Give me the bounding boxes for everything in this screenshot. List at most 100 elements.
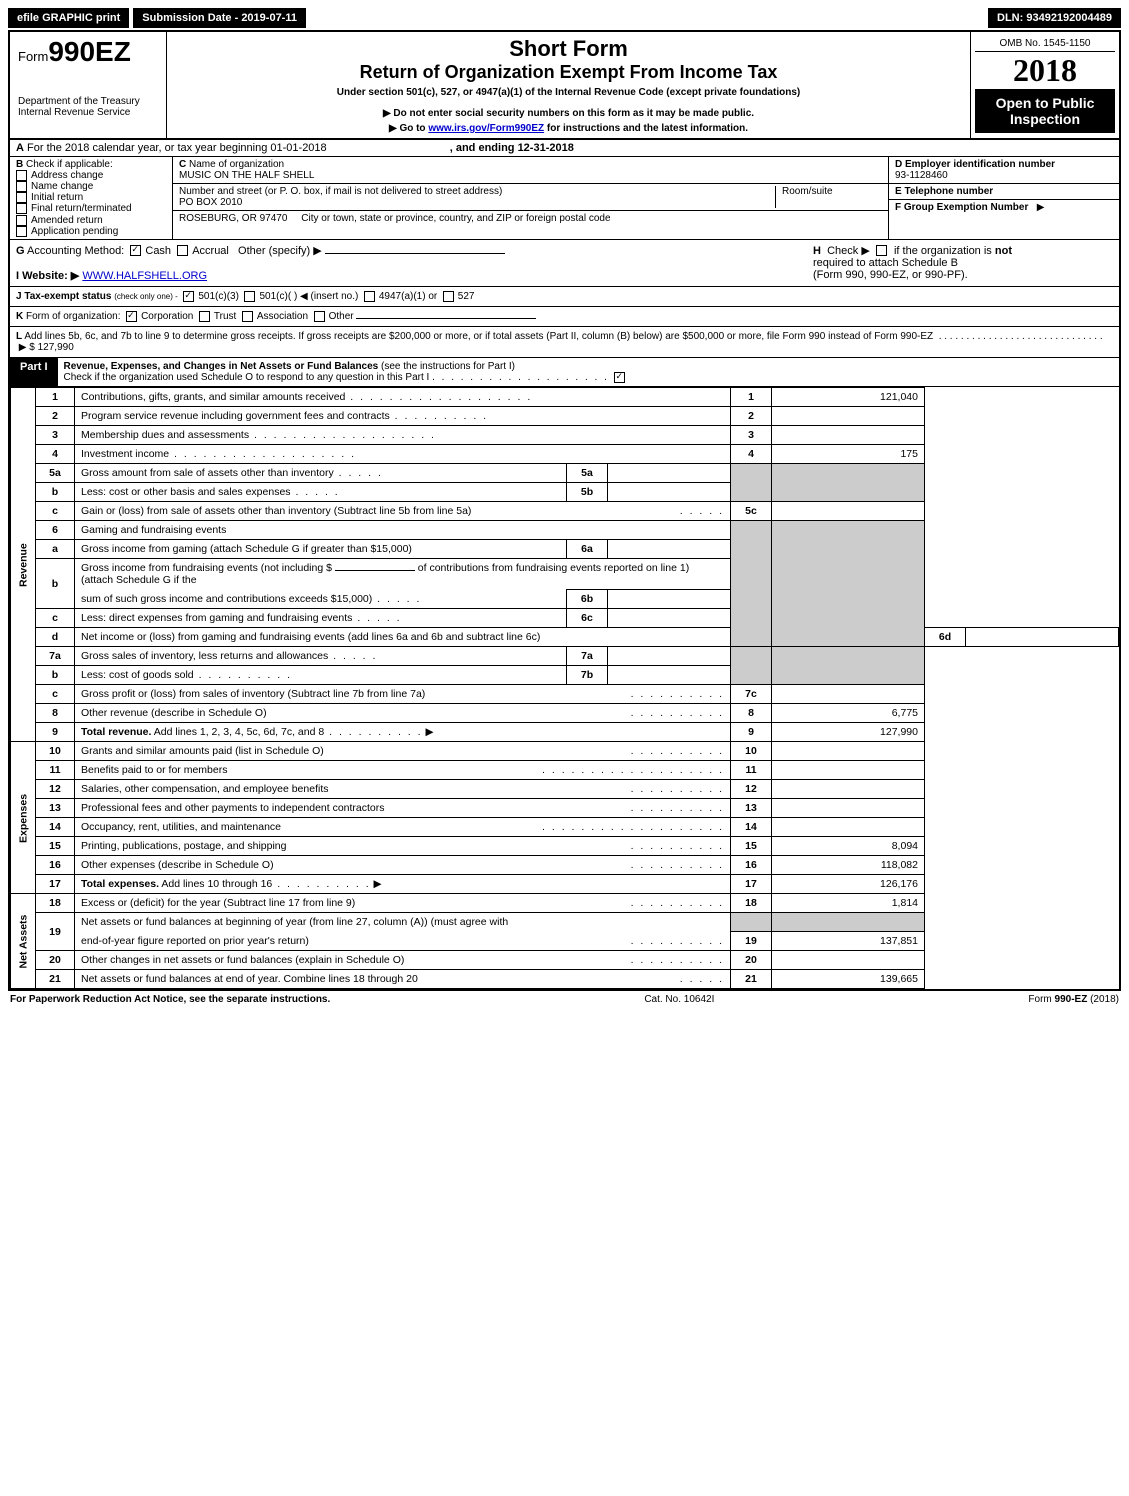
l5ab-shade	[731, 464, 772, 502]
check-corp[interactable]	[126, 311, 137, 322]
form-number: Form990EZ	[18, 36, 158, 68]
check-h[interactable]	[876, 245, 887, 256]
l8-val: 6,775	[772, 704, 925, 723]
l20-val	[772, 950, 925, 969]
l10-no: 10	[36, 742, 75, 761]
l16-val: 118,082	[772, 856, 925, 875]
l6-shade	[731, 521, 772, 647]
check-name[interactable]	[16, 181, 27, 192]
l5a-mval	[608, 464, 731, 483]
l11-r: 11	[731, 761, 772, 780]
check-pending[interactable]	[16, 226, 27, 237]
tax-year: 2018	[975, 52, 1115, 89]
check-501c3[interactable]	[183, 291, 194, 302]
other-org-field[interactable]	[356, 318, 536, 319]
line-16: 16 Other expenses (describe in Schedule …	[11, 856, 1119, 875]
l15-desc: Printing, publications, postage, and shi…	[81, 840, 286, 852]
l7b-mval	[608, 666, 731, 685]
l6c-no: c	[36, 609, 75, 628]
other-label: Other (specify) ▶	[238, 245, 322, 257]
row-a: A For the 2018 calendar year, or tax yea…	[10, 140, 1119, 157]
header-note1: ▶ Do not enter social security numbers o…	[175, 108, 962, 119]
k-corp: Corporation	[141, 311, 193, 322]
f-arrow: ▶	[1037, 202, 1045, 213]
l5c-no: c	[36, 502, 75, 521]
form-header: Form990EZ Department of the Treasury Int…	[10, 32, 1119, 140]
line-9: 9 Total revenue. Add lines 1, 2, 3, 4, 5…	[11, 723, 1119, 742]
i-label: I Website: ▶	[16, 270, 79, 282]
l6b-mval	[608, 590, 731, 609]
check-final[interactable]	[16, 203, 27, 214]
j-501c3: 501(c)(3)	[198, 291, 239, 302]
line-12: 12 Salaries, other compensation, and emp…	[11, 780, 1119, 799]
side-expenses: Expenses	[11, 742, 36, 894]
cell-street: Number and street (or P. O. box, if mail…	[173, 184, 888, 211]
l7a-desc: Gross sales of inventory, less returns a…	[81, 650, 328, 662]
accrual-label: Accrual	[192, 245, 229, 257]
side-netassets: Net Assets	[11, 894, 36, 989]
l17-val: 126,176	[772, 875, 925, 894]
check-4947[interactable]	[364, 291, 375, 302]
line-5a: 5a Gross amount from sale of assets othe…	[11, 464, 1119, 483]
note2-prefix: ▶ Go to	[389, 123, 428, 134]
l12-no: 12	[36, 780, 75, 799]
check-amended[interactable]	[16, 215, 27, 226]
website-link[interactable]: WWW.HALFSHELL.ORG	[82, 270, 207, 282]
b-label: B	[16, 159, 23, 170]
form-container: Form990EZ Department of the Treasury Int…	[8, 30, 1121, 991]
l13-val	[772, 799, 925, 818]
h-text1: Check ▶	[827, 245, 870, 257]
l14-desc: Occupancy, rent, utilities, and maintena…	[81, 821, 281, 833]
l10-desc: Grants and similar amounts paid (list in…	[81, 745, 324, 757]
irs-link[interactable]: www.irs.gov/Form990EZ	[428, 123, 544, 134]
l5ab-shade-val	[772, 464, 925, 502]
l10-val	[772, 742, 925, 761]
l1-desc: Contributions, gifts, grants, and simila…	[81, 391, 345, 403]
l1-no: 1	[36, 388, 75, 407]
row-gh: G Accounting Method: Cash Accrual Other …	[10, 240, 1119, 287]
section-b: B Check if applicable: Address change Na…	[10, 157, 1119, 240]
l6b-amount-field[interactable]	[335, 570, 415, 571]
check-527[interactable]	[443, 291, 454, 302]
check-address[interactable]	[16, 170, 27, 181]
l19-shade-val	[772, 913, 925, 932]
part1-header: Part I Revenue, Expenses, and Changes in…	[10, 358, 1119, 387]
line-5c: c Gain or (loss) from sale of assets oth…	[11, 502, 1119, 521]
other-specify-field[interactable]	[325, 253, 505, 254]
l8-r: 8	[731, 704, 772, 723]
check-other-org[interactable]	[314, 311, 325, 322]
h-not: not	[995, 245, 1012, 257]
c-text: Name of organization	[189, 159, 284, 170]
check-assoc[interactable]	[242, 311, 253, 322]
l20-no: 20	[36, 950, 75, 969]
l2-r: 2	[731, 407, 772, 426]
j-label: J Tax-exempt status	[16, 291, 111, 302]
l13-desc: Professional fees and other payments to …	[81, 802, 385, 814]
line-13: 13 Professional fees and other payments …	[11, 799, 1119, 818]
ein-value: 93-1128460	[895, 170, 948, 181]
l6b-desc3: sum of such gross income and contributio…	[81, 593, 372, 605]
l-dots: . . . . . . . . . . . . . . . . . . . . …	[939, 331, 1103, 342]
check-final-label: Final return/terminated	[31, 204, 132, 215]
j-small: (check only one) -	[114, 292, 178, 301]
check-initial[interactable]	[16, 192, 27, 203]
efile-print-button[interactable]: efile GRAPHIC print	[8, 8, 129, 28]
l5b-m: 5b	[567, 483, 608, 502]
check-schedule-o[interactable]	[614, 372, 625, 383]
check-trust[interactable]	[199, 311, 210, 322]
line-19-1: 19 Net assets or fund balances at beginn…	[11, 913, 1119, 932]
l19-no: 19	[36, 913, 75, 951]
check-accrual[interactable]	[177, 245, 188, 256]
line-11: 11 Benefits paid to or for members 11	[11, 761, 1119, 780]
l11-no: 11	[36, 761, 75, 780]
check-cash[interactable]	[130, 245, 141, 256]
line-19-2: end-of-year figure reported on prior yea…	[11, 931, 1119, 950]
h-text3: required to attach Schedule B	[813, 257, 958, 269]
l3-val	[772, 426, 925, 445]
l12-desc: Salaries, other compensation, and employ…	[81, 783, 328, 795]
l10-r: 10	[731, 742, 772, 761]
check-501c[interactable]	[244, 291, 255, 302]
l16-no: 16	[36, 856, 75, 875]
form-no: 990EZ	[48, 36, 131, 67]
l9-r: 9	[731, 723, 772, 742]
